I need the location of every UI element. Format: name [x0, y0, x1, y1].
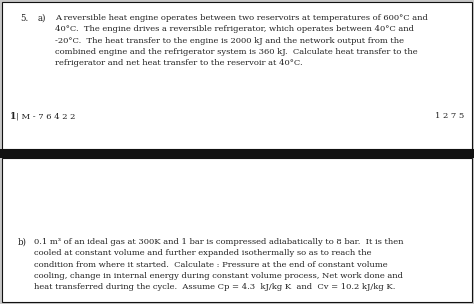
Text: 0.1 m³ of an ideal gas at 300K and 1 bar is compressed adiabatically to 8 bar.  : 0.1 m³ of an ideal gas at 300K and 1 bar… — [34, 238, 403, 291]
Text: | M - 7 6 4 2 2: | M - 7 6 4 2 2 — [16, 112, 75, 120]
Text: 5.: 5. — [20, 14, 28, 23]
Text: 1 2 7 5: 1 2 7 5 — [435, 112, 464, 120]
Bar — [0, 149, 474, 158]
Bar — [2, 158, 472, 302]
Text: A reversible heat engine operates between two reservoirs at temperatures of 600°: A reversible heat engine operates betwee… — [55, 14, 428, 67]
Text: b): b) — [18, 238, 27, 247]
Text: a): a) — [38, 14, 46, 23]
Text: 1: 1 — [10, 112, 17, 121]
Bar — [2, 2, 472, 149]
